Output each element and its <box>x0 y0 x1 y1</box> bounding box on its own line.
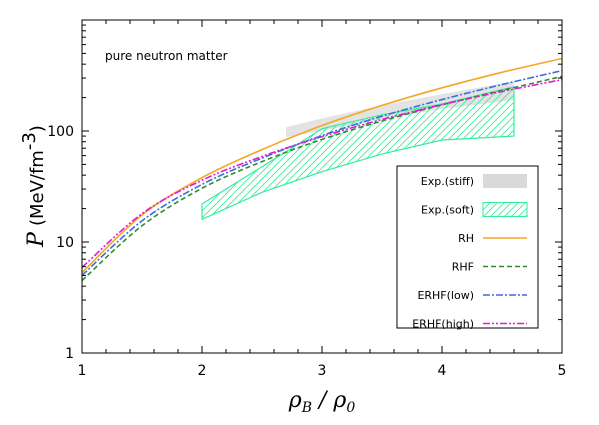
x-tick-label: 1 <box>78 363 87 379</box>
x-axis: 1 2 3 4 5 <box>78 20 567 379</box>
legend-label: ERHF(low) <box>417 289 474 302</box>
legend-swatch-exp-stiff <box>483 174 527 188</box>
legend-swatch-exp-soft <box>482 202 528 217</box>
y-tick-label: 10 <box>56 235 74 251</box>
legend-label: RHF <box>452 261 474 274</box>
series-line-erhf-high <box>82 78 562 269</box>
y-tick-label: 100 <box>47 124 74 140</box>
legend: Exp.(stiff) Exp.(soft) RH RHF ERHF(low) ERHF(… <box>396 165 539 331</box>
series-line-rhf <box>82 75 562 282</box>
y-axis-title: P(MeV/fm-3) <box>19 125 49 248</box>
series-layer <box>82 57 562 282</box>
legend-label: Exp.(stiff) <box>421 175 474 188</box>
chart-annotation: pure neutron matter <box>105 49 228 63</box>
x-tick-label: 4 <box>438 363 447 379</box>
x-tick-label: 2 <box>198 363 207 379</box>
x-axis-title: ρB / ρ0 <box>288 388 356 416</box>
legend-label: ERHF(high) <box>412 318 474 331</box>
x-tick-label: 5 <box>558 363 567 379</box>
x-tick-label: 3 <box>318 363 327 379</box>
y-tick-label: 1 <box>65 346 74 362</box>
legend-label: Exp.(soft) <box>421 204 474 217</box>
y-axis: 1 10 100 <box>47 24 562 362</box>
series-line-erhf-low <box>82 69 562 277</box>
legend-box <box>396 165 539 329</box>
legend-label: RH <box>458 232 474 245</box>
